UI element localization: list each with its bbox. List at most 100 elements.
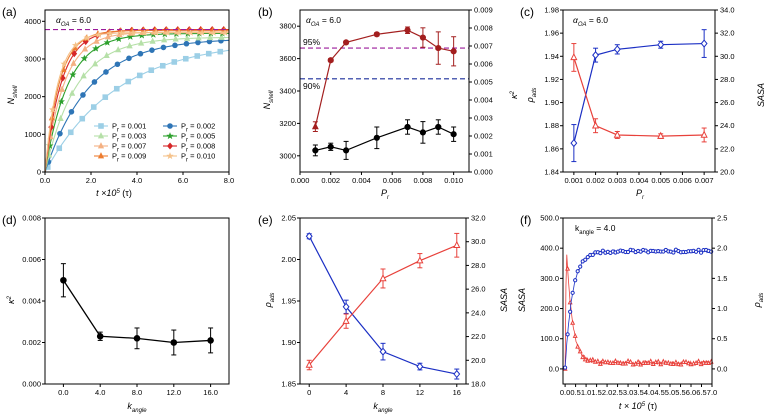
series-point-0.002: [114, 61, 121, 68]
nshell-point: [435, 44, 442, 52]
x-axis-c-tick-label: 0.003: [608, 176, 627, 185]
legend-marker: [166, 152, 174, 160]
x-axis-e-tick-label: 16: [453, 388, 461, 397]
y-label-d: κ2: [6, 295, 16, 304]
panel-label-e: (e): [258, 213, 273, 227]
sasa-trace-point-f: [648, 358, 654, 364]
y-right-axis-b-tick-label: 0.003: [474, 114, 493, 123]
series-point-0.010: [198, 28, 206, 36]
x-axis-b-tick-label: 0.004: [352, 176, 371, 185]
series-point-0.001: [171, 59, 178, 65]
y-left-axis-b-tick-label: 3600: [279, 54, 296, 63]
sasa-point-e: [305, 360, 313, 368]
sasa-trace-point-f: [665, 359, 671, 365]
y-left-label-c-part: ads: [532, 88, 538, 98]
y-axis-d-tick-label: 0.000: [22, 380, 41, 389]
sasa-trace-point-f: [658, 361, 664, 367]
y-right-label-b-part: 2: [510, 90, 516, 95]
y-left-label-c: ρads: [525, 88, 538, 104]
plot-frame: [562, 9, 716, 173]
sasa-trace-point-f: [580, 354, 586, 360]
legend-label-0.010-part: = 0.010: [188, 152, 215, 161]
panel-a: (a) 0.0 2.0 4.0 6.0 8.0 0 1000 2000 3000 4000 αOA =…: [2, 5, 234, 198]
series-point-0.002: [57, 130, 63, 137]
legend-label-0.009-part: = 0.009: [119, 152, 146, 161]
y-right-axis-b-tick-label: 0.002: [474, 132, 493, 141]
legend-marker: [167, 142, 173, 150]
series-point-0.001: [159, 62, 166, 69]
y-right-axis-c-tick-label: 20.0: [720, 168, 735, 177]
annotation-c-part: = 6.0: [587, 15, 609, 25]
x-label-d-part: angle: [132, 408, 147, 414]
x-axis-a-tick-label: 6.0: [178, 176, 188, 185]
legend-marker: [97, 132, 105, 139]
sasa-point: [613, 130, 621, 138]
legend-label-0.003-part: = 0.003: [119, 132, 146, 141]
y-left-axis-b-tick-label: 3400: [279, 87, 296, 96]
series-point-0.003: [92, 60, 99, 67]
rho-point-e: [453, 369, 461, 379]
y-left-axis-c-tick-label: 1.88: [544, 121, 559, 130]
y-left-label-b: Nshell: [262, 90, 275, 110]
x-label-a-part: 5: [116, 189, 120, 195]
series-point-0.003: [69, 89, 76, 96]
sasa-trace-point-f: [628, 358, 634, 364]
x-axis-f-tick-label: 3.0: [623, 388, 633, 397]
x-axis-d-tick-label: 16.0: [203, 388, 218, 397]
series-point-0.005: [69, 70, 77, 78]
kappa-point-d: [96, 332, 104, 340]
panel-label-a: (a): [2, 5, 17, 19]
legend-marker: [97, 142, 105, 149]
series-point-0.007: [70, 59, 77, 66]
sasa-trace-point-f: [673, 359, 679, 365]
series-point-0.001: [113, 85, 120, 92]
x-axis-f-tick-label: 0.5: [570, 388, 580, 397]
y-left-label-e-part: ρ: [263, 302, 273, 308]
series-point-0.003: [218, 33, 225, 40]
x-axis-c-tick-label: 0.002: [586, 176, 605, 185]
y-right-axis-e-tick-label: 24.0: [471, 308, 486, 317]
x-axis-d-tick-label: 4.0: [95, 388, 105, 397]
sasa-trace-point-f: [612, 358, 618, 364]
legend-label-0.009: Pr = 0.009: [112, 152, 146, 164]
annotation-a-part: α: [56, 15, 62, 25]
sasa-line: [573, 57, 705, 137]
series-point-0.007: [93, 37, 100, 44]
sasa-trace-point-f: [577, 348, 583, 354]
x-label-f: t × 105 (τ): [619, 401, 657, 411]
y-axis-a-tick-label: 4000: [24, 17, 41, 26]
y-left-axis-f-tick-label: 200.0: [540, 304, 559, 313]
series-point-0.002: [68, 109, 75, 115]
rho-trace-point-f: [568, 309, 573, 314]
rho-trace-point-f: [696, 247, 701, 252]
x-axis-c-tick-label: 0.006: [673, 176, 692, 185]
annotation-b-part: α: [306, 15, 312, 25]
legend-label-0.002: Pr = 0.002: [181, 122, 215, 134]
sasa-trace-point-f: [570, 319, 576, 325]
y-left-axis-e-tick-label: 1.95: [281, 297, 296, 306]
legend-marker: [166, 132, 174, 140]
x-axis-f-tick-label: 6.5: [696, 388, 706, 397]
annotation-b-part: OA: [311, 22, 320, 28]
x-axis-a-tick-label: 2.0: [86, 176, 96, 185]
sasa-point-e: [416, 256, 424, 264]
series-point-0.002: [126, 55, 132, 62]
y-left-axis-f-tick-label: 400.0: [540, 244, 559, 253]
y-left-axis-c-tick-label: 1.84: [544, 168, 559, 177]
annotation-c-part: α: [573, 15, 579, 25]
nshell-point: [311, 122, 319, 130]
panel-d: (d) 0.0 4.0 8.0 12.0 16.0 0.000 0.002 0.004 0.006…: [2, 213, 230, 414]
x-axis-c-tick-label: 0.007: [695, 176, 714, 185]
legend-label-0.005: Pr = 0.005: [181, 132, 215, 144]
series-point-0.002: [172, 42, 178, 49]
x-axis-c-tick-label: 0.004: [630, 176, 649, 185]
y-left-axis-f-tick-label: 500.0: [540, 214, 559, 223]
x-axis-b-tick-label: 0.002: [321, 176, 340, 185]
y-left-axis-c-tick-label: 1.96: [544, 29, 559, 38]
sasa-trace-point-f: [605, 359, 611, 365]
rho-trace-point-f: [625, 249, 631, 255]
y-right-axis-c-tick-label: 32.0: [720, 29, 735, 38]
legend-label-0.007: Pr = 0.007: [112, 142, 146, 154]
legend-label-0.003-part: P: [112, 132, 117, 141]
y-label-a-part: shell: [13, 85, 19, 98]
